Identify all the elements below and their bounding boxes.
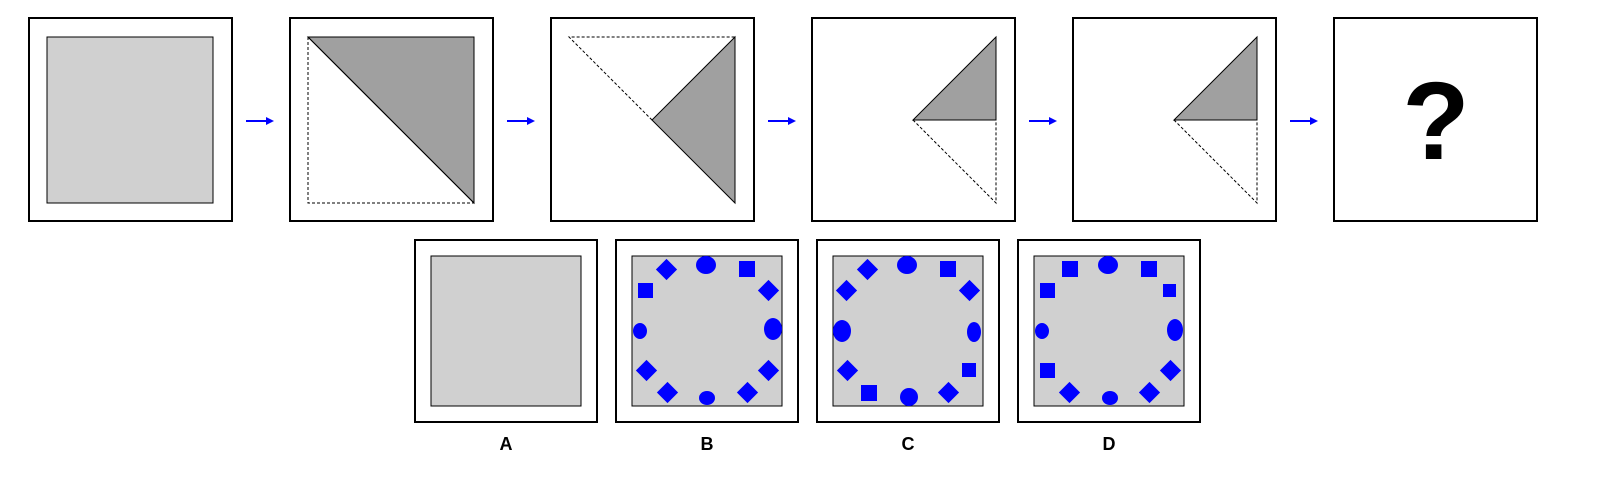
folded-triangle (911, 35, 997, 121)
diamond-hole-icon (656, 381, 679, 404)
diamond-hole-icon (958, 279, 981, 302)
arrow-right-icon (246, 117, 274, 125)
square-hole-icon (1040, 283, 1055, 298)
fold-outline (567, 36, 735, 121)
circle-hole-icon (633, 323, 647, 339)
option-a[interactable]: A (414, 239, 598, 454)
option-c[interactable]: C (816, 239, 1000, 454)
arrow-right-icon (1029, 117, 1057, 125)
option-label: D (1103, 434, 1116, 454)
option-label: C (902, 434, 915, 454)
square-hole-icon (1141, 261, 1157, 277)
square-hole-icon (1163, 284, 1176, 297)
circle-hole-icon (1035, 323, 1049, 339)
square-hole-icon (638, 283, 653, 298)
circle-hole-icon (699, 391, 715, 405)
arrow-right-icon (507, 117, 535, 125)
fold-outline (1173, 119, 1258, 205)
square-hole-icon (861, 385, 877, 401)
circle-hole-icon (897, 256, 917, 274)
circle-hole-icon (764, 318, 782, 340)
folded-triangle (651, 35, 736, 205)
circle-hole-icon (967, 322, 981, 342)
circle-hole-icon (1167, 319, 1183, 341)
diamond-hole-icon (736, 381, 759, 404)
option-label: A (500, 434, 513, 454)
circle-hole-icon (1098, 256, 1118, 274)
diamond-hole-icon (836, 359, 859, 382)
step-1-panel (28, 17, 233, 222)
square-hole-icon (1062, 261, 1078, 277)
diamond-hole-icon (937, 381, 960, 404)
step-3-panel (550, 17, 755, 222)
diamond-hole-icon (655, 258, 678, 281)
diamond-hole-icon (856, 258, 879, 281)
hole-pattern (633, 256, 782, 405)
question-mark: ? (1402, 60, 1469, 183)
diamond-hole-icon (635, 359, 658, 382)
square-hole-icon (1040, 363, 1055, 378)
fold-outline (307, 37, 474, 204)
step-2-panel (289, 17, 494, 222)
diamond-hole-icon (835, 279, 858, 302)
fold-outline (912, 119, 997, 205)
question-panel: ? (1333, 17, 1538, 222)
diamond-hole-icon (757, 359, 780, 382)
step-4-panel (811, 17, 1016, 222)
square-hole-icon (962, 363, 976, 377)
circle-hole-icon (833, 320, 851, 342)
arrow-right-icon (768, 117, 796, 125)
option-d[interactable]: D (1017, 239, 1201, 454)
paper-square (46, 36, 214, 204)
circle-hole-icon (1102, 391, 1118, 405)
option-label: B (701, 434, 714, 454)
step-5-panel (1072, 17, 1277, 222)
square-hole-icon (940, 261, 956, 277)
square-hole-icon (739, 261, 755, 277)
arrow-right-icon (1290, 117, 1318, 125)
circle-hole-icon (900, 388, 918, 406)
circle-hole-icon (696, 256, 716, 274)
option-b[interactable]: B (615, 239, 799, 454)
hole-pattern (833, 256, 981, 406)
folded-triangle (1172, 35, 1258, 121)
diamond-hole-icon (757, 279, 780, 302)
